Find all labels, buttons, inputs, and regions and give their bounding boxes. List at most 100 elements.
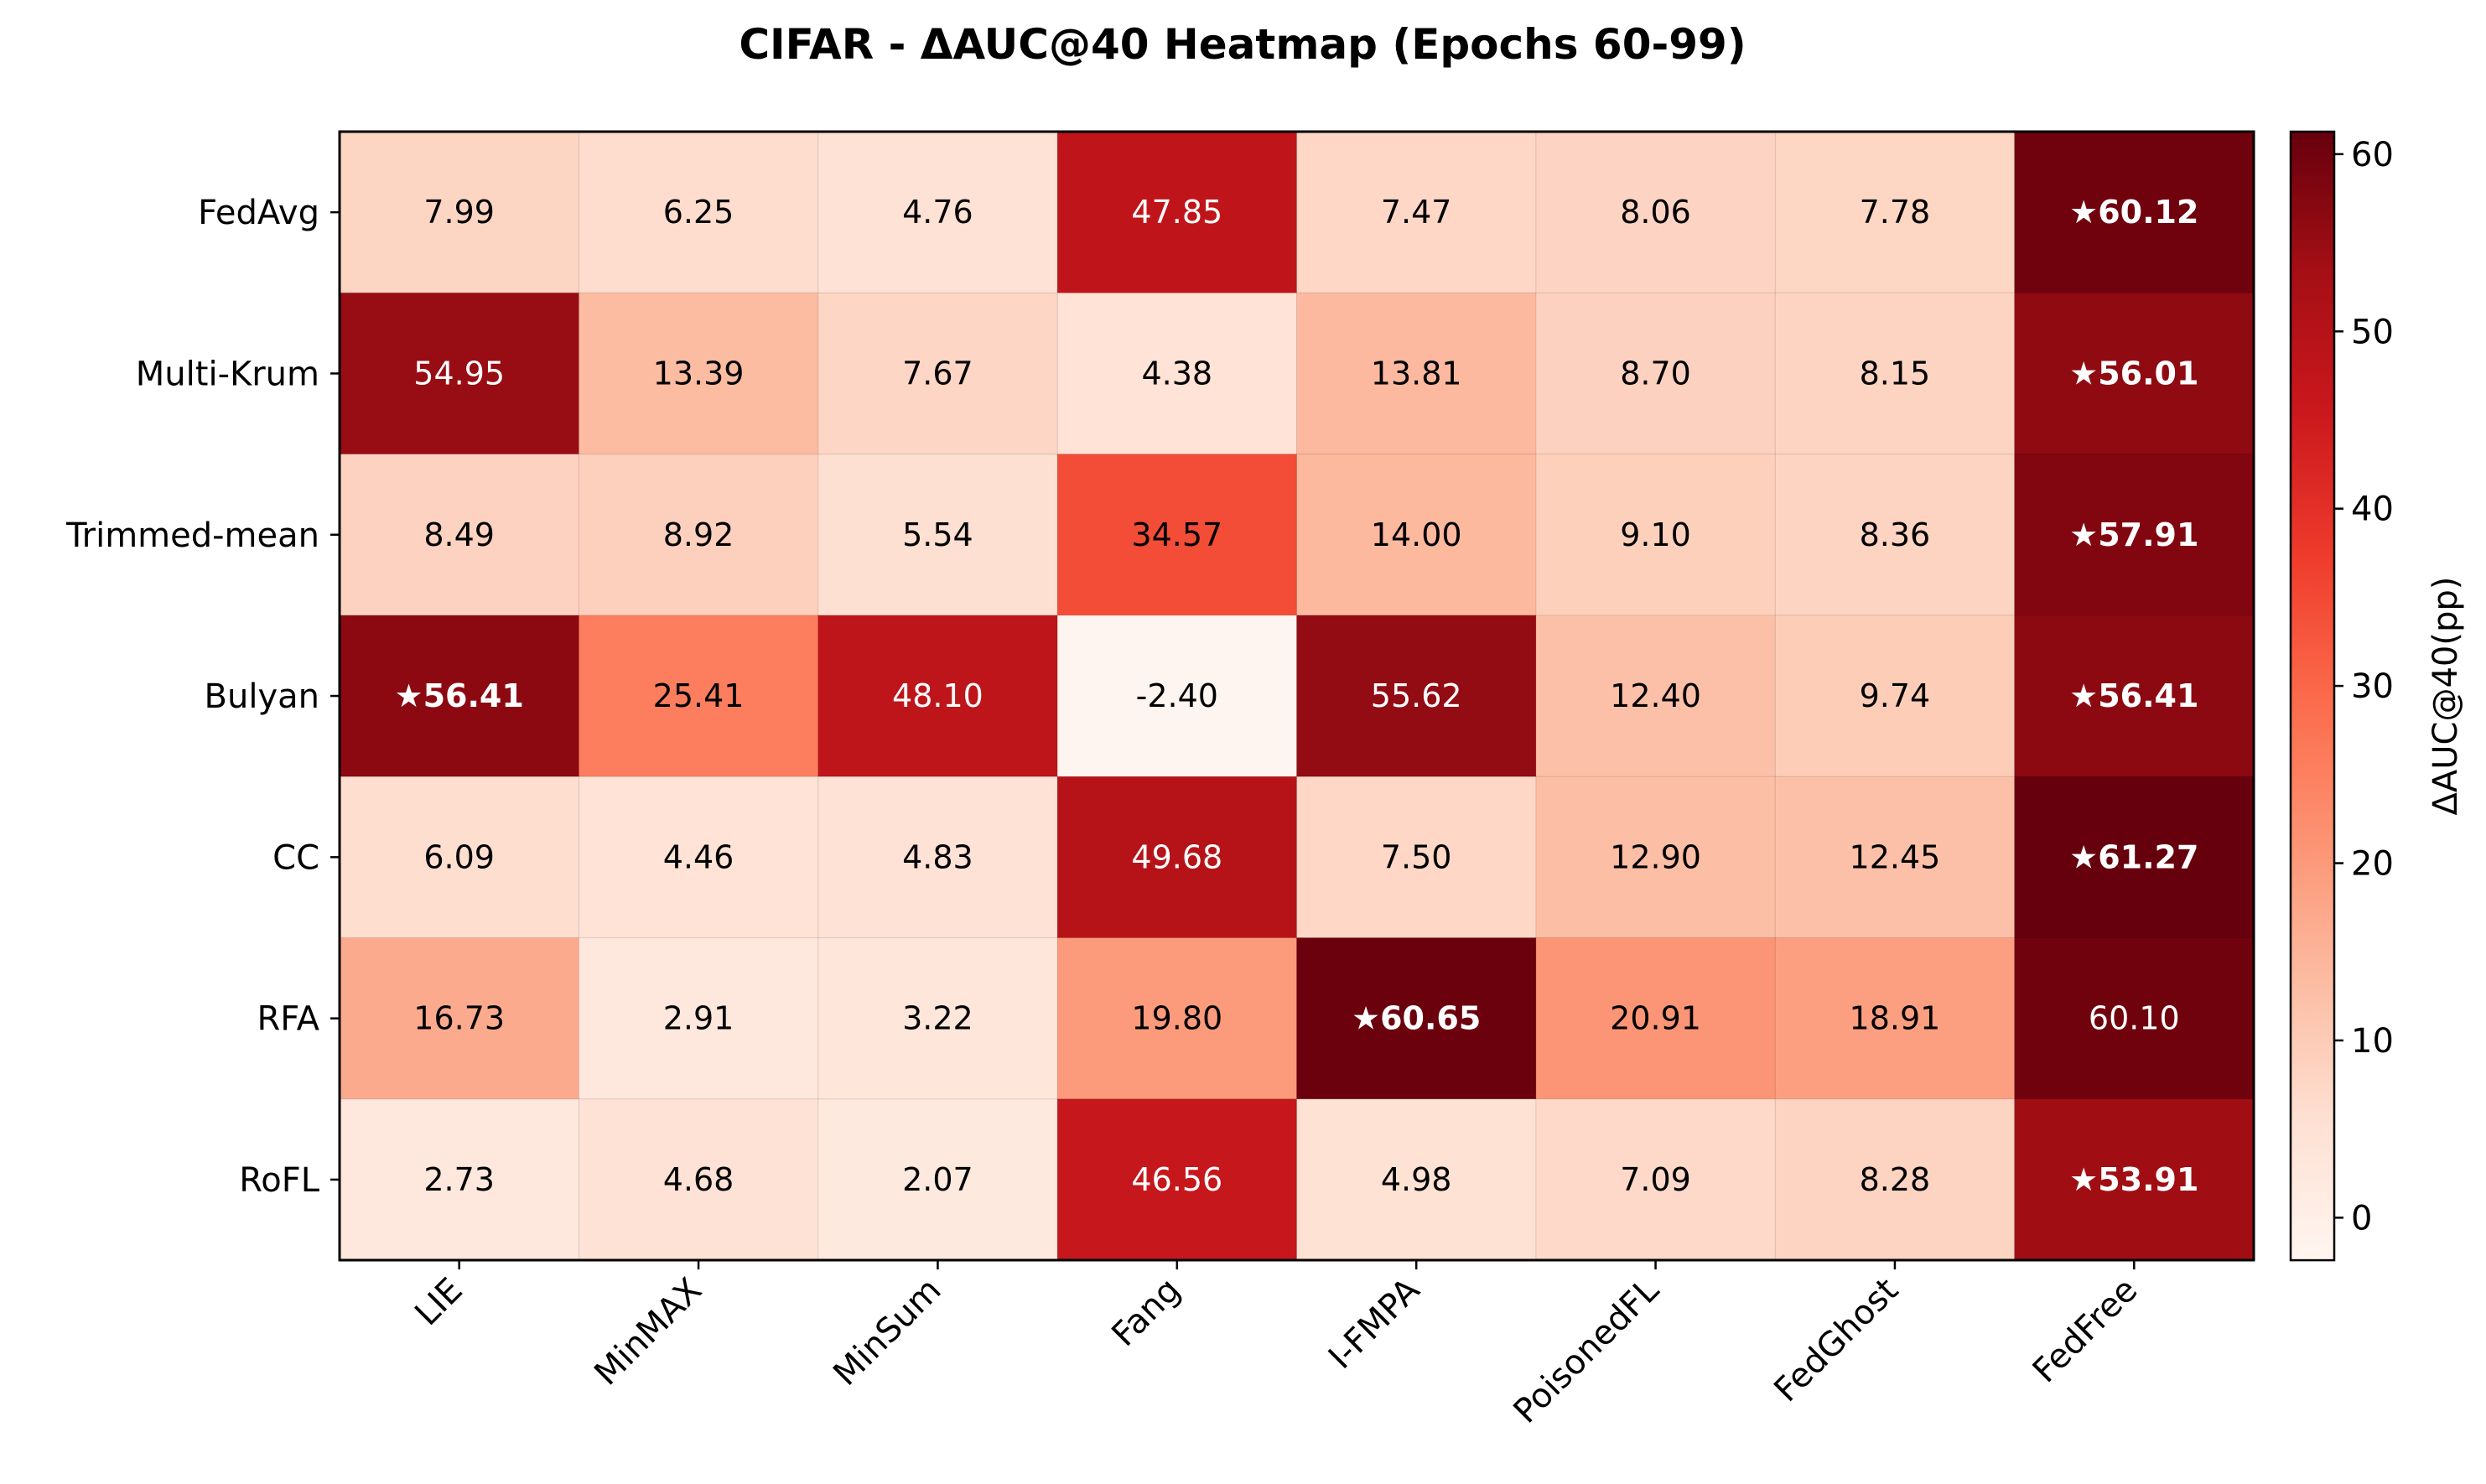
heatmap-cell [1535,937,1777,1100]
cell-value-label: 8.70 [1620,355,1691,392]
cell-value-label: 2.91 [663,1000,734,1037]
heatmap-cell [817,937,1059,1100]
heatmap-cell [1296,776,1537,939]
cell-value-label: 4.38 [1142,355,1213,392]
heatmap-cell [339,454,580,616]
heatmap-cell [1296,937,1537,1100]
y-axis: FedAvg Multi-Krum Trimmed-mean Bulyan CC RFA R… [65,194,340,1200]
cell-value-label: 4.46 [663,838,734,875]
cell-value-label: 47.85 [1131,194,1222,231]
cell-value-label: 5.54 [902,516,973,553]
x-tick-label: LIE [407,1271,470,1334]
heatmap-cell [1296,615,1537,778]
cell-value-label: 9.74 [1860,677,1931,714]
colorbar-tick-label: 40 [2351,490,2394,529]
heatmap-cell [1535,1098,1777,1262]
heatmap-cell [339,131,580,294]
x-tick-label: FedGhost [1767,1271,1906,1410]
heatmap-cells [339,131,2255,1262]
heatmap-cell-labels: 7.99 6.25 4.76 47.85 7.47 8.06 7.78 ★60.12 54.95… [395,194,2199,1198]
x-tick-label: MinSum [826,1271,948,1393]
heatmap-cell [339,1098,580,1262]
heatmap-cell [2014,131,2255,294]
heatmap-cell [1056,131,1298,294]
heatmap-cell [578,615,819,778]
colorbar-label: ΔAUC@40(pp) [2426,577,2465,816]
cell-value-label: ★56.41 [395,677,524,714]
colorbar-tick-label: 50 [2351,313,2394,351]
cell-value-label: 7.09 [1620,1161,1691,1198]
cell-value-label: 18.91 [1850,1000,1941,1037]
cell-value-label: 34.57 [1131,516,1222,553]
y-tick-label: FedAvg [198,194,319,232]
cell-value-label: 2.07 [902,1161,973,1198]
cell-value-label: 4.76 [902,194,973,231]
cell-value-label: 2.73 [423,1161,495,1198]
cell-value-label: 7.50 [1381,838,1452,875]
cell-value-label: 9.10 [1620,516,1691,553]
heatmap-cell [1774,292,2016,455]
heatmap-cell [2014,1098,2255,1262]
heatmap-cell [1296,1098,1537,1262]
heatmap-cell [817,615,1059,778]
colorbar-tick-label: 60 [2351,136,2394,174]
cell-value-label: 8.36 [1860,516,1931,553]
heatmap-cell [578,1098,819,1262]
y-tick-label: RoFL [239,1161,319,1200]
heatmap-cell [1774,615,2016,778]
colorbar-tick-label: 30 [2351,667,2394,706]
heatmap-cell [578,454,819,616]
cell-value-label: 25.41 [653,677,745,714]
cell-value-label: -2.40 [1136,677,1218,714]
heatmap-cell [1774,776,2016,939]
cell-value-label: 8.15 [1860,355,1931,392]
cell-value-label: 13.39 [653,355,745,392]
cell-value-label: 16.73 [413,1000,505,1037]
x-tick-label: Fang [1104,1271,1187,1354]
y-tick-label: Bulyan [205,677,319,716]
cell-value-label: 8.06 [1620,194,1691,231]
heatmap-cell [817,1098,1059,1262]
heatmap-cell [817,776,1059,939]
cell-value-label: ★60.12 [2069,194,2198,231]
heatmap-cell [1774,937,2016,1100]
cell-value-label: ★57.91 [2069,516,2198,553]
heatmap-cell [1296,131,1537,294]
cell-value-label: 13.81 [1371,355,1462,392]
cell-value-label: 7.47 [1381,194,1452,231]
heatmap-cell [578,292,819,455]
heatmap-cell [1296,454,1537,616]
y-tick-label: CC [272,838,319,877]
heatmap-cell [1535,776,1777,939]
cell-value-label: 7.67 [902,355,973,392]
cell-value-label: ★53.91 [2069,1161,2198,1198]
cell-value-label: 4.98 [1381,1161,1452,1198]
cell-value-label: ★56.41 [2069,677,2198,714]
heatmap-cell [1296,292,1537,455]
heatmap-cell [1774,454,2016,616]
cell-value-label: 6.09 [423,838,495,875]
x-axis: LIE MinMAX MinSum Fang I-FMPA PoisonedFL FedGh… [407,1260,2145,1431]
cell-value-label: 8.49 [423,516,495,553]
cell-value-label: ★56.01 [2069,355,2198,392]
colorbar-tick-label: 20 [2351,845,2394,884]
y-tick-label: Multi-Krum [136,355,319,393]
heatmap-cell [1056,776,1298,939]
colorbar-tick-label: 0 [2351,1199,2372,1238]
cell-value-label: 7.78 [1860,194,1931,231]
colorbar-tick-label: 10 [2351,1022,2394,1061]
cell-value-label: 19.80 [1131,1000,1222,1037]
colorbar: 0 10 20 30 40 50 60 ΔAUC@40(pp) [2289,130,2465,1262]
cell-value-label: 54.95 [413,355,505,392]
cell-value-label: 3.22 [902,1000,973,1037]
cell-value-label: 12.45 [1850,838,1941,875]
heatmap-cell [1535,292,1777,455]
chart-title: CIFAR - ΔAUC@40 Heatmap (Epochs 60-99) [739,20,1746,69]
cell-value-label: 12.40 [1610,677,1701,714]
cell-value-label: ★61.27 [2069,838,2198,875]
heatmap-cell [1774,1098,2016,1262]
x-tick-label: MinMAX [587,1271,709,1393]
cell-value-label: 7.99 [423,194,495,231]
cell-value-label: 4.83 [902,838,973,875]
